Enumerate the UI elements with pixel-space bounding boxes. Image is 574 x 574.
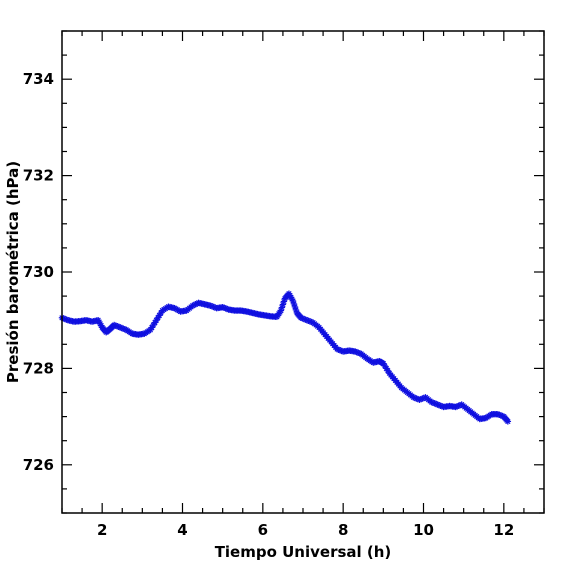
x-tick-label: 2 <box>97 521 107 539</box>
y-axis-label: Presión barométrica (hPa) <box>4 161 22 383</box>
data-point <box>504 418 512 425</box>
y-tick-label: 730 <box>23 263 54 281</box>
x-tick-label: 8 <box>338 521 348 539</box>
x-tick-label: 10 <box>413 521 434 539</box>
tick-labels: 2 4 6 8 10 12 726 728 730 732 734 <box>23 70 515 539</box>
y-tick-label: 726 <box>23 456 54 474</box>
x-tick-label: 6 <box>258 521 268 539</box>
data-points <box>58 290 512 425</box>
y-tick-label: 728 <box>23 359 54 377</box>
y-tick-label: 734 <box>23 70 54 88</box>
plot-frame <box>61 30 545 514</box>
axis-ticks <box>61 30 545 514</box>
y-tick-label: 732 <box>23 167 54 185</box>
x-tick-label: 4 <box>177 521 187 539</box>
x-axis-label: Tiempo Universal (h) <box>215 543 392 561</box>
x-tick-label: 12 <box>493 521 514 539</box>
